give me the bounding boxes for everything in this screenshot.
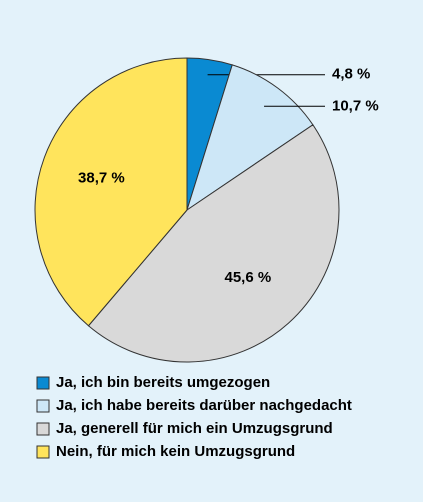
value-label: 45,6 % bbox=[224, 269, 271, 286]
value-label: 4,8 % bbox=[332, 66, 370, 83]
legend-label: Ja, ich bin bereits umgezogen bbox=[56, 374, 270, 391]
value-label: 10,7 % bbox=[332, 97, 379, 114]
pie-slice bbox=[186, 64, 314, 212]
pie-slice bbox=[34, 57, 188, 327]
legend-label: Ja, ich habe bereits darüber nachgedacht bbox=[56, 397, 352, 414]
legend-swatch bbox=[36, 399, 50, 413]
value-label: 38,7 % bbox=[78, 169, 125, 186]
legend-swatch bbox=[36, 445, 50, 459]
legend-label: Ja, generell für mich ein Umzugsgrund bbox=[56, 420, 333, 437]
legend-swatch bbox=[36, 376, 50, 390]
pie-slice bbox=[87, 124, 340, 363]
legend-label: Nein, für mich kein Umzugsgrund bbox=[56, 443, 295, 460]
legend-swatch bbox=[36, 422, 50, 436]
